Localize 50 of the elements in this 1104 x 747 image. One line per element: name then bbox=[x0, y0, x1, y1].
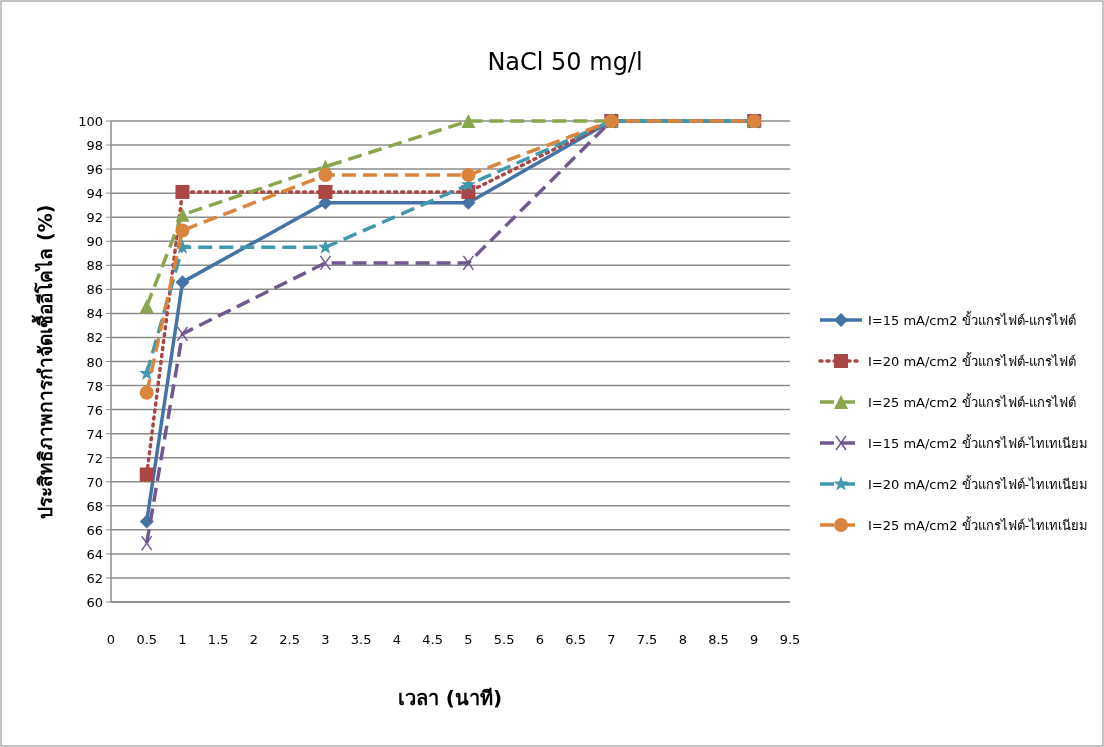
x-tick-label: 2 bbox=[249, 632, 259, 647]
y-axis-title: ประสิทธิภาพการกำจัดเชื้ออีโคไล (%) bbox=[31, 204, 56, 519]
x-tick-label: 1 bbox=[178, 632, 187, 647]
y-tick-label: 86 bbox=[86, 282, 103, 298]
x-tick-label: 0 bbox=[106, 632, 116, 647]
x-tick-label: 0.5 bbox=[136, 632, 158, 647]
legend-label: I=15 mA/cm2 ขั้วแกรไฟต์-ไทเทเนียม bbox=[868, 434, 1089, 451]
y-tick-label: 80 bbox=[86, 354, 103, 370]
y-tick-label: 62 bbox=[86, 570, 103, 586]
y-tick-label: 60 bbox=[86, 595, 103, 610]
x-tick-label: 8.5 bbox=[708, 632, 729, 647]
x-tick-label: 7 bbox=[607, 632, 616, 647]
x-tick-label: 3 bbox=[321, 632, 330, 647]
x-tick-label: 9.5 bbox=[779, 632, 801, 647]
y-tick-label: 98 bbox=[86, 138, 103, 154]
y-tick-label: 96 bbox=[86, 162, 103, 178]
x-tick-label: 6.5 bbox=[565, 632, 586, 647]
y-tick-label: 66 bbox=[86, 522, 103, 538]
y-tick-label: 94 bbox=[86, 186, 103, 202]
legend-label: I=15 mA/cm2 ขั้วแกรไฟต์-แกรไฟต์ bbox=[868, 311, 1077, 328]
y-tick-label: 92 bbox=[86, 210, 103, 226]
x-tick-label: 6 bbox=[535, 632, 544, 647]
chart-title: NaCl 50 mg/l bbox=[487, 48, 643, 76]
x-tick-label: 2.5 bbox=[279, 632, 301, 647]
y-tick-label: 82 bbox=[86, 330, 103, 346]
x-tick-label: 4.5 bbox=[422, 632, 443, 647]
legend-label: I=20 mA/cm2 ขั้วแกรไฟต์-ไทเทเนียม bbox=[868, 475, 1089, 492]
legend-label: I=20 mA/cm2 ขั้วแกรไฟต์-แกรไฟต์ bbox=[868, 352, 1077, 369]
y-tick-label: 90 bbox=[86, 234, 103, 250]
legend-label: I=25 mA/cm2 ขั้วแกรไฟต์-ไทเทเนียม bbox=[868, 516, 1089, 533]
y-tick-label: 78 bbox=[86, 378, 103, 394]
y-tick-label: 84 bbox=[86, 306, 103, 322]
x-tick-label: 1.5 bbox=[207, 632, 229, 647]
y-tick-label: 88 bbox=[86, 258, 103, 274]
x-tick-label: 5 bbox=[464, 632, 473, 647]
y-tick-label: 72 bbox=[86, 450, 103, 466]
y-tick-label: 68 bbox=[86, 498, 103, 514]
x-tick-label: 4 bbox=[392, 632, 402, 647]
y-tick-label: 76 bbox=[86, 402, 103, 418]
x-tick-label: 9 bbox=[750, 632, 759, 647]
legend-label: I=25 mA/cm2 ขั้วแกรไฟต์-แกรไฟต์ bbox=[868, 393, 1077, 410]
x-tick-label: 8 bbox=[678, 632, 687, 647]
y-tick-label: 74 bbox=[86, 426, 103, 442]
y-tick-label: 70 bbox=[86, 474, 103, 490]
x-tick-label: 3.5 bbox=[350, 632, 372, 647]
y-tick-label: 64 bbox=[86, 546, 103, 562]
y-tick-label: 100 bbox=[78, 114, 103, 129]
x-tick-label: 7.5 bbox=[636, 632, 658, 647]
x-tick-label: 5.5 bbox=[493, 632, 515, 647]
x-axis-title: เวลา (นาที) bbox=[397, 686, 503, 710]
